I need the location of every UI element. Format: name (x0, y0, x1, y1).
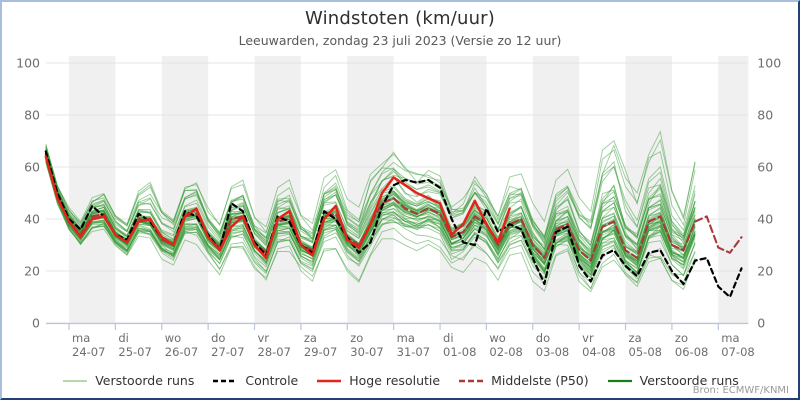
light-green-line-icon (63, 379, 88, 382)
ensemble-line (45, 153, 696, 269)
x-axis-date-label: 04-08 (582, 345, 615, 359)
ensemble-line (45, 138, 696, 240)
x-axis-date-label: 07-08 (721, 345, 754, 359)
x-axis-date-label: 25-07 (118, 345, 151, 359)
legend-label: Hoge resolutie (349, 373, 441, 388)
x-axis-day-label: vr (582, 331, 594, 345)
day-band (347, 56, 394, 323)
x-axis-day-label: za (304, 331, 317, 345)
y-axis-label-left: 40 (24, 212, 40, 227)
y-axis-label-right: 20 (757, 264, 773, 279)
red-line-icon (317, 379, 342, 382)
x-axis-date-label: 31-07 (397, 345, 430, 359)
x-axis-day-label: wo (165, 331, 181, 345)
x-axis-date-label: 03-08 (536, 345, 569, 359)
dark-green-line-icon (607, 379, 632, 382)
ensemble-line (45, 159, 696, 287)
day-band (254, 56, 301, 323)
dark-red-dashed-line-icon (459, 379, 484, 382)
x-axis-date-label: 28-07 (258, 345, 291, 359)
x-axis-day-label: zo (350, 331, 363, 345)
x-axis-date-label: 06-08 (675, 345, 708, 359)
legend-label: Middelste (P50) (491, 373, 589, 388)
y-axis-label-right: 80 (757, 108, 773, 123)
x-axis-day-label: ma (397, 331, 415, 345)
x-axis-date-label: 27-07 (211, 345, 244, 359)
ensemble-line (45, 156, 696, 273)
y-axis-label-right: 0 (757, 316, 765, 331)
y-axis-label-right: 60 (757, 160, 773, 175)
x-axis-day-label: di (118, 331, 129, 345)
x-axis-date-label: 30-07 (350, 345, 383, 359)
page-title: Windstoten (km/uur) (304, 8, 496, 29)
y-axis-label-left: 20 (24, 264, 40, 279)
x-axis-day-label: ma (72, 331, 90, 345)
x-axis-date-label: 24-07 (72, 345, 105, 359)
y-axis-label-right: 40 (757, 212, 773, 227)
legend-item-perturbed-runs-dark: Verstoorde runs (606, 373, 739, 388)
y-axis-label-left: 60 (24, 160, 40, 175)
black-dashed-line-icon (213, 379, 238, 382)
ensemble-line (45, 150, 696, 239)
page-subtitle: Leeuwarden, zondag 23 juli 2023 (Versie … (238, 33, 562, 48)
legend-label: Verstoorde runs (639, 373, 739, 388)
source-attribution: Bron: ECMWF/KNMI (692, 385, 789, 396)
x-axis-date-label: 29-07 (304, 345, 337, 359)
x-axis-date-label: 26-07 (165, 345, 198, 359)
x-axis-date-label: 05-08 (629, 345, 662, 359)
y-axis-label-left: 80 (24, 108, 40, 123)
legend-item-perturbed-runs-light: Verstoorde runs (61, 373, 194, 388)
median-p50-line (44, 152, 743, 262)
x-axis-day-label: zo (675, 331, 688, 345)
high-resolution-line (44, 155, 511, 260)
legend-label: Controle (245, 373, 299, 388)
legend-item-median-p50: Middelste (P50) (457, 373, 589, 388)
legend-label: Verstoorde runs (95, 373, 195, 388)
x-axis-day-label: do (211, 331, 225, 345)
ensemble-line (45, 147, 696, 251)
ensemble-line (45, 148, 696, 254)
y-axis-label-left: 100 (16, 56, 40, 71)
legend-item-high-resolution: Hoge resolutie (315, 373, 440, 388)
chart-legend: Verstoorde runs Controle Hoge resolutie … (2, 373, 798, 388)
day-band (718, 56, 749, 323)
x-axis-day-label: vr (258, 331, 270, 345)
x-axis-day-label: ma (721, 331, 739, 345)
x-axis-day-label: wo (489, 331, 505, 345)
x-axis-day-label: di (443, 331, 454, 345)
x-axis-day-label: za (629, 331, 642, 345)
y-axis-label-left: 0 (32, 316, 40, 331)
legend-item-control: Controle (211, 373, 298, 388)
day-band (69, 56, 116, 323)
x-axis-date-label: 01-08 (443, 345, 476, 359)
y-axis-label-right: 100 (757, 56, 781, 71)
day-band (532, 56, 580, 323)
ensemble-line (45, 130, 696, 245)
x-axis-date-label: 02-08 (489, 345, 522, 359)
x-axis-day-label: do (536, 331, 550, 345)
day-band (440, 56, 487, 323)
